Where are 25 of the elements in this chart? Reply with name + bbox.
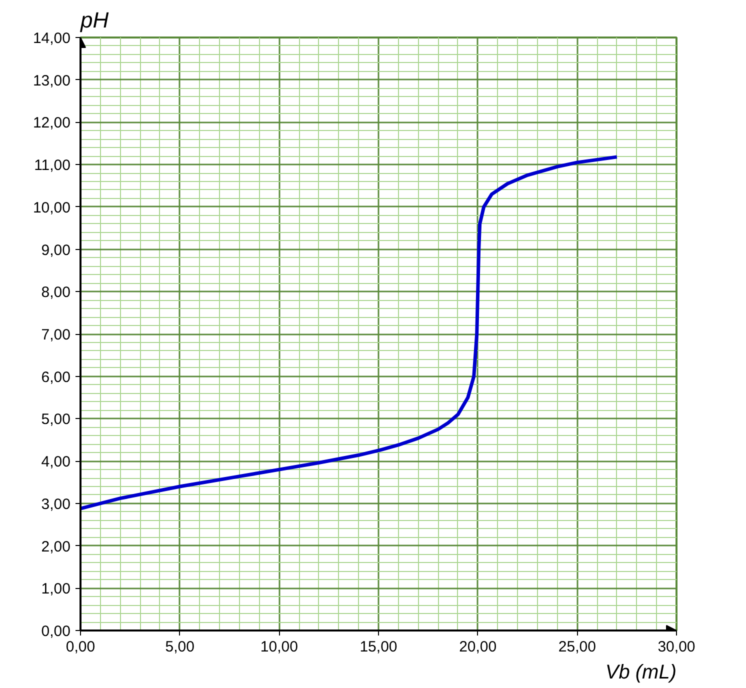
y-tick-label: 1,00 [41, 580, 71, 598]
y-tick-label: 9,00 [41, 242, 71, 259]
y-tick-label: 6,00 [41, 368, 71, 386]
x-tick-label: 15,00 [360, 638, 398, 656]
y-tick-label: 10,00 [32, 199, 71, 216]
y-tick-label: 7,00 [41, 326, 71, 344]
y-tick-label: 14,00 [32, 30, 71, 47]
x-tick-label: 20,00 [459, 638, 497, 656]
x-tick-label: 0,00 [66, 638, 96, 656]
x-tick-label: 5,00 [165, 638, 194, 656]
y-tick-label: 2,00 [41, 538, 71, 556]
y-tick-label: 11,00 [34, 157, 71, 174]
y-tick-label: 4,00 [41, 454, 71, 471]
y-tick-label: 0,00 [41, 623, 71, 640]
line-series [80, 155, 619, 510]
y-tick-label: 3,00 [41, 496, 71, 513]
y-tick-label: 5,00 [41, 411, 71, 428]
x-tick-label: 10,00 [260, 638, 298, 656]
y-tick-label: 12,00 [32, 114, 71, 132]
y-tick-label: 13,00 [32, 72, 71, 90]
y-axis-title: pH [80, 8, 109, 32]
y-tick-label: 8,00 [41, 284, 71, 302]
x-tick-label: 25,00 [558, 638, 596, 656]
x-tick-label: 30,00 [658, 638, 696, 656]
x-axis-title: Vb (mL) [605, 662, 676, 684]
